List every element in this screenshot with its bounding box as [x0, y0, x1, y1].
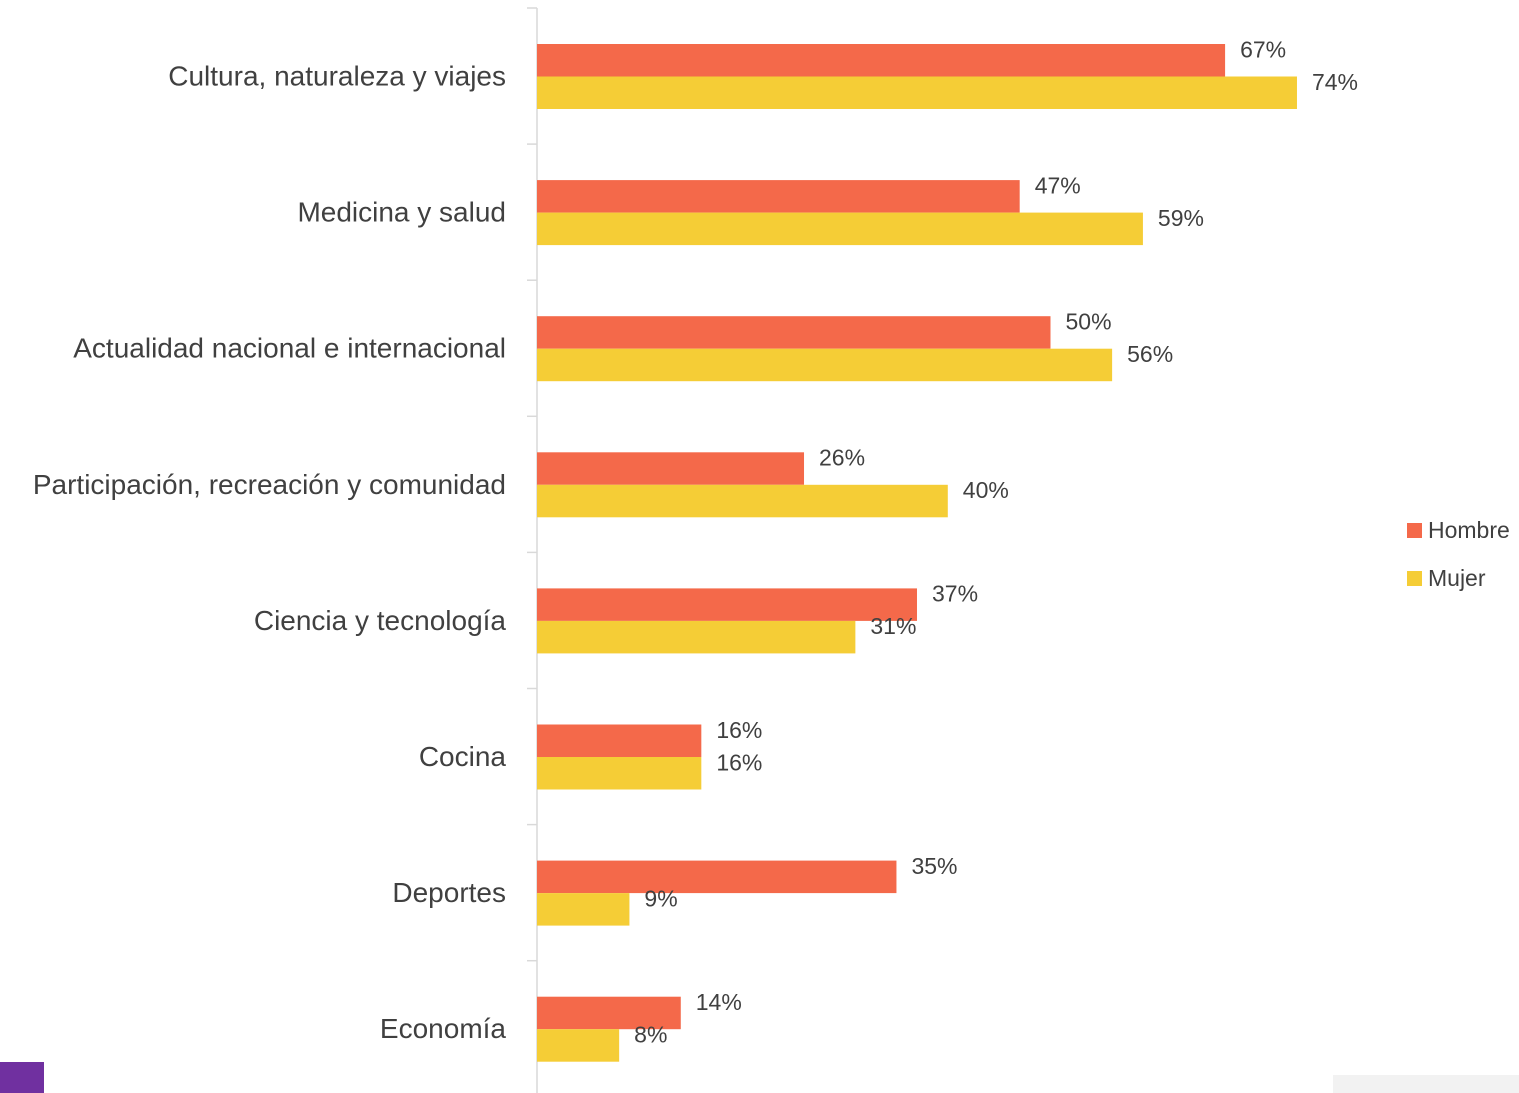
data-label: 74% [1312, 69, 1358, 95]
bar-hombre [537, 316, 1051, 349]
corner-footer-box [1333, 1075, 1519, 1093]
data-label: 40% [963, 477, 1009, 503]
category-label: Medicina y salud [297, 197, 506, 228]
data-label: 56% [1127, 341, 1173, 367]
bar-mujer [537, 484, 948, 518]
category-label: Deportes [392, 877, 506, 908]
data-label: 35% [911, 853, 957, 879]
bar-mujer [537, 620, 856, 654]
legend-item-hombre: Hombre [1407, 516, 1510, 544]
data-label: 37% [932, 581, 978, 607]
category-label: Economía [380, 1013, 506, 1044]
data-label: 26% [819, 445, 865, 471]
bar-hombre [537, 452, 805, 485]
bar-hombre [537, 588, 917, 621]
bar-hombre [537, 44, 1226, 77]
corner-decoration-block [0, 1062, 44, 1093]
legend-swatch-mujer [1407, 570, 1422, 586]
category-label: Participación, recreación y comunidad [33, 469, 506, 500]
bar-mujer [537, 348, 1113, 382]
legend-label-mujer: Mujer [1428, 564, 1486, 591]
bar-hombre [537, 180, 1020, 213]
category-label: Cultura, naturaleza y viajes [168, 61, 506, 92]
data-label: 67% [1240, 36, 1286, 62]
bar-mujer [537, 76, 1297, 109]
bar-hombre [537, 996, 681, 1030]
category-label: Ciencia y tecnología [254, 605, 507, 636]
bars [537, 44, 1297, 1062]
bar-hombre [537, 860, 897, 894]
legend-item-mujer: Mujer [1407, 564, 1510, 592]
category-label: Cocina [419, 741, 507, 772]
bar-mujer [537, 212, 1143, 246]
data-label: 31% [870, 613, 916, 639]
bar-mujer [537, 1029, 620, 1062]
category-label: Actualidad nacional e internacional [73, 333, 506, 364]
category-axis [527, 7, 538, 1093]
data-label: 16% [716, 717, 762, 743]
legend-swatch-hombre [1407, 522, 1422, 538]
bar-hombre [537, 724, 702, 757]
legend-label-hombre: Hombre [1428, 516, 1510, 543]
data-label: 50% [1066, 308, 1112, 334]
labels: Cultura, naturaleza y viajes 67% 74% Medici… [33, 36, 1358, 1047]
bar-mujer [537, 893, 630, 926]
data-label: 47% [1035, 172, 1081, 198]
bar-mujer [537, 757, 702, 790]
data-label: 59% [1158, 205, 1204, 231]
data-label: 9% [644, 885, 677, 911]
legend: Hombre Mujer [1407, 516, 1510, 612]
data-label: 14% [696, 989, 742, 1015]
data-label: 16% [716, 749, 762, 775]
data-label: 8% [634, 1021, 667, 1047]
